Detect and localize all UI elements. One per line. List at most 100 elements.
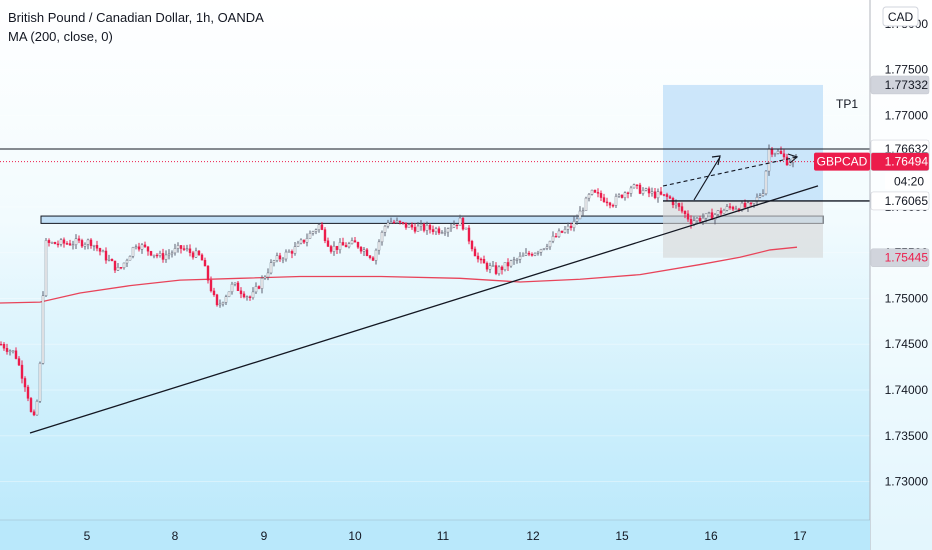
candle[interactable] (110, 258, 114, 262)
candle[interactable] (65, 241, 69, 245)
candle[interactable] (731, 205, 735, 211)
candle[interactable] (371, 256, 375, 261)
candle[interactable] (29, 396, 33, 413)
candle[interactable] (533, 252, 537, 257)
candle[interactable] (575, 214, 579, 226)
candle[interactable] (344, 242, 348, 248)
candle[interactable] (479, 257, 483, 264)
candle[interactable] (653, 188, 657, 200)
candle[interactable] (437, 226, 441, 235)
candle[interactable] (248, 295, 252, 301)
candle[interactable] (2, 342, 6, 351)
candle[interactable] (332, 241, 336, 256)
candle[interactable] (431, 225, 435, 235)
candle[interactable] (203, 257, 207, 267)
candle[interactable] (68, 239, 72, 246)
candle[interactable] (545, 243, 549, 251)
candle[interactable] (488, 262, 492, 274)
candle[interactable] (383, 224, 387, 237)
candle[interactable] (590, 189, 594, 196)
candle[interactable] (389, 217, 393, 224)
candle[interactable] (401, 221, 405, 225)
candle[interactable] (677, 202, 681, 211)
candle[interactable] (209, 276, 213, 293)
candle[interactable] (497, 265, 501, 276)
candle[interactable] (245, 295, 249, 301)
candle[interactable] (89, 238, 93, 249)
candle[interactable] (254, 282, 258, 295)
candle[interactable] (482, 255, 486, 264)
candle[interactable] (623, 191, 627, 201)
candle[interactable] (464, 227, 468, 230)
candle[interactable] (365, 247, 369, 257)
candle[interactable] (626, 191, 630, 199)
candle[interactable] (728, 203, 732, 210)
candle[interactable] (275, 252, 279, 263)
candle[interactable] (467, 225, 471, 245)
candle[interactable] (83, 242, 87, 250)
candle[interactable] (599, 190, 603, 201)
candle[interactable] (8, 349, 12, 356)
candle[interactable] (143, 241, 147, 249)
candle[interactable] (125, 258, 129, 267)
price-tag[interactable]: 1.76494 (870, 152, 930, 171)
candle[interactable] (524, 248, 528, 256)
candle[interactable] (611, 203, 615, 208)
candle[interactable] (170, 250, 174, 258)
candle[interactable] (341, 237, 345, 246)
candle[interactable] (386, 219, 390, 229)
candle[interactable] (287, 249, 291, 253)
candle[interactable] (368, 255, 372, 260)
candle[interactable] (269, 259, 273, 275)
candle[interactable] (485, 261, 489, 272)
candle[interactable] (272, 259, 276, 267)
candle[interactable] (59, 238, 63, 247)
candle[interactable] (680, 202, 684, 214)
candle[interactable] (263, 275, 267, 280)
candle[interactable] (500, 265, 504, 275)
candle[interactable] (359, 245, 363, 254)
candle[interactable] (647, 186, 651, 198)
candle[interactable] (47, 238, 51, 247)
candle[interactable] (587, 192, 591, 202)
candle[interactable] (50, 241, 54, 244)
candle[interactable] (161, 248, 165, 263)
candle[interactable] (323, 227, 327, 244)
candle[interactable] (644, 187, 648, 192)
candle[interactable] (224, 294, 228, 306)
candle[interactable] (230, 281, 234, 295)
candle[interactable] (308, 230, 312, 239)
candle[interactable] (422, 222, 426, 233)
candle[interactable] (569, 222, 573, 231)
candle[interactable] (101, 249, 105, 253)
price-tag[interactable]: 1.77332 (870, 75, 930, 95)
candle[interactable] (722, 208, 726, 214)
candle[interactable] (503, 262, 507, 272)
currency-button[interactable]: CAD (882, 6, 919, 27)
candle[interactable] (317, 223, 321, 233)
candle[interactable] (311, 230, 315, 236)
candle[interactable] (662, 194, 666, 197)
candle[interactable] (473, 246, 477, 257)
target-zone[interactable] (663, 84, 823, 201)
candle[interactable] (584, 196, 588, 212)
candle[interactable] (698, 215, 702, 224)
candle[interactable] (419, 220, 423, 231)
candle[interactable] (398, 220, 402, 225)
projection-dashed-line[interactable] (662, 156, 798, 187)
candle[interactable] (515, 257, 519, 264)
candle[interactable] (614, 193, 618, 209)
candle[interactable] (194, 247, 198, 259)
candle[interactable] (449, 223, 453, 232)
candle[interactable] (296, 240, 300, 248)
candle[interactable] (476, 252, 480, 263)
candle[interactable] (380, 230, 384, 246)
candle[interactable] (560, 230, 564, 234)
candle[interactable] (527, 250, 531, 257)
candle[interactable] (512, 256, 516, 265)
candle[interactable] (725, 204, 729, 212)
projection-arrow[interactable] (693, 156, 721, 201)
candle[interactable] (17, 356, 21, 366)
candle[interactable] (785, 153, 789, 166)
candle[interactable] (167, 249, 171, 260)
